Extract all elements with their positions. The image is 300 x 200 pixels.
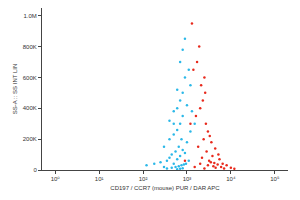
svg-text:600K: 600K (23, 75, 37, 81)
svg-text:0: 0 (33, 167, 37, 173)
svg-text:10²: 10² (139, 176, 148, 182)
svg-text:400K: 400K (23, 105, 37, 111)
svg-text:10⁰: 10⁰ (51, 176, 61, 182)
svg-text:SS-A :: SS INT LIN: SS-A :: SS INT LIN (12, 64, 18, 115)
svg-text:10¹: 10¹ (95, 176, 104, 182)
svg-text:10⁵: 10⁵ (270, 176, 280, 182)
svg-text:200K: 200K (23, 136, 37, 142)
svg-text:10⁴: 10⁴ (226, 176, 236, 182)
svg-text:CD197 / CCR7 (mouse) PUR / DAR: CD197 / CCR7 (mouse) PUR / DAR APC (110, 185, 220, 191)
svg-text:10³: 10³ (183, 176, 192, 182)
svg-text:1.0M: 1.0M (23, 13, 36, 19)
svg-text:800K: 800K (23, 44, 37, 50)
